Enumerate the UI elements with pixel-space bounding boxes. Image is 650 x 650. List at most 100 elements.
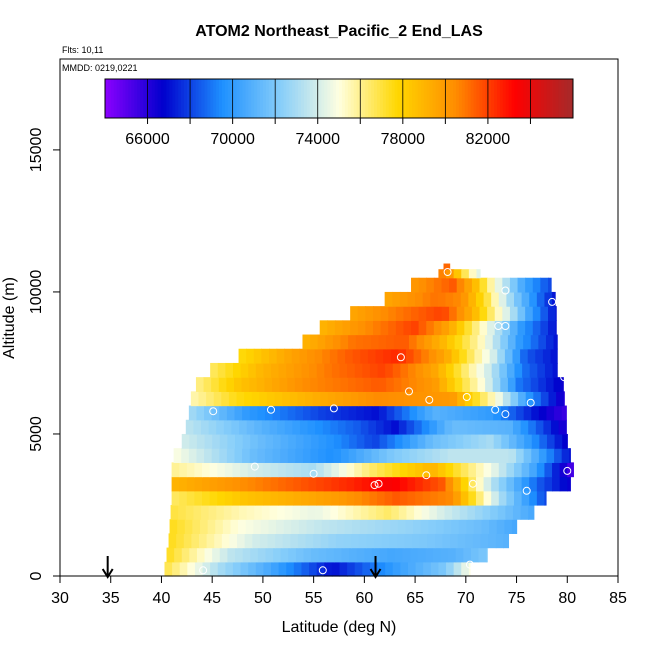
heatmap-cell — [262, 476, 272, 492]
heatmap-cell — [433, 306, 443, 321]
heatmap-cell — [532, 320, 541, 336]
heatmap-cell — [422, 462, 431, 478]
colorbar-segment — [555, 79, 559, 118]
heatmap-cell — [489, 519, 498, 534]
heatmap-cell — [366, 533, 375, 549]
heatmap-cell — [430, 476, 439, 492]
heatmap-cell — [211, 377, 220, 392]
heatmap-cell — [311, 433, 320, 449]
heatmap-cell — [310, 448, 319, 463]
heatmap-cell — [453, 490, 462, 506]
heatmap-cell — [528, 504, 535, 520]
heatmap-cell — [380, 306, 389, 321]
heatmap-cell — [460, 462, 469, 478]
heatmap-cell — [552, 462, 561, 478]
heatmap-cell — [285, 490, 294, 506]
heatmap-cell — [512, 504, 522, 520]
heatmap-cell — [419, 391, 428, 407]
heatmap-cell — [339, 476, 348, 492]
heatmap-cell — [326, 547, 335, 563]
heatmap-cell — [409, 377, 418, 392]
colorbar-segment — [224, 79, 229, 118]
heatmap-cell — [476, 362, 485, 378]
colorbar-segment — [192, 79, 197, 118]
heatmap-cell — [350, 306, 359, 321]
heatmap-cell — [344, 519, 353, 534]
x-tick-label: 60 — [355, 590, 373, 607]
colorbar-segment — [172, 79, 176, 118]
heatmap-cell — [446, 561, 455, 577]
colorbar-tick-label: 70000 — [210, 131, 255, 148]
heatmap-cell — [500, 377, 509, 392]
heatmap-cell — [403, 391, 413, 407]
heatmap-cell — [356, 547, 365, 563]
colorbar-segment — [280, 79, 284, 118]
colorbar-segment — [532, 79, 536, 118]
heatmap-cell — [348, 448, 357, 463]
heatmap-cell — [538, 405, 548, 421]
heatmap-cell — [232, 476, 241, 492]
heatmap-cell — [498, 291, 507, 307]
colorbar-segment — [558, 79, 562, 118]
heatmap-cell — [369, 561, 379, 577]
heatmap-cell — [455, 547, 464, 563]
sample-point — [560, 373, 569, 382]
heatmap-cell — [240, 462, 249, 478]
colorbar-segment — [403, 79, 407, 118]
heatmap-cell — [327, 391, 337, 407]
heatmap-cell — [483, 462, 492, 478]
marker-layer — [101, 268, 572, 579]
heatmap-cell — [432, 547, 442, 563]
heatmap-cell — [340, 377, 349, 392]
heatmap-cell — [372, 306, 382, 321]
heatmap-cell — [500, 448, 510, 463]
heatmap-cell — [233, 377, 243, 392]
heatmap-cell — [358, 533, 367, 549]
heatmap-cell — [535, 419, 545, 435]
colorbar-segment — [476, 79, 480, 118]
heatmap-cell — [514, 291, 523, 307]
heatmap-cell — [184, 519, 193, 534]
heatmap-cell — [466, 348, 476, 364]
heatmap-cell — [378, 377, 387, 392]
x-tick-label: 30 — [51, 590, 69, 607]
heatmap-cell — [553, 377, 562, 392]
heatmap-cell — [455, 433, 464, 449]
heatmap-cell — [468, 362, 478, 378]
heatmap-cell — [303, 433, 312, 449]
heatmap-cell — [321, 519, 330, 534]
heatmap-cell — [562, 433, 568, 449]
heatmap-cell — [418, 320, 427, 336]
heatmap-cell — [450, 533, 459, 549]
heatmap-cell — [561, 405, 567, 421]
heatmap-cell — [430, 362, 440, 378]
heatmap-cell — [536, 291, 546, 307]
heatmap-cell — [307, 419, 316, 435]
sample-point — [396, 353, 405, 362]
heatmap-cell — [384, 462, 393, 478]
heatmap-cell — [529, 490, 538, 506]
heatmap-cell — [232, 462, 241, 478]
sample-point — [318, 566, 327, 575]
heatmap-cell — [230, 519, 239, 534]
heatmap-cell — [518, 391, 527, 407]
heatmap-cell — [535, 348, 544, 364]
heatmap-cell — [270, 476, 279, 492]
colorbar-segment — [505, 79, 510, 118]
heatmap-cell — [362, 362, 371, 378]
colorbar-segment — [426, 79, 431, 118]
heatmap-cell — [529, 476, 538, 492]
heatmap-cell — [405, 519, 414, 534]
heatmap-cell — [456, 306, 465, 321]
heatmap-cell — [264, 448, 274, 463]
heatmap-cell — [441, 320, 450, 336]
heatmap-cell — [520, 504, 529, 520]
heatmap-cell — [318, 448, 327, 463]
heatmap-cell — [506, 490, 515, 506]
heatmap-cell — [503, 533, 510, 549]
heatmap-cell — [508, 433, 518, 449]
heatmap-cell — [407, 561, 417, 577]
heatmap-cell — [420, 519, 429, 534]
heatmap-cell — [317, 334, 326, 350]
heatmap-cell — [348, 377, 357, 392]
